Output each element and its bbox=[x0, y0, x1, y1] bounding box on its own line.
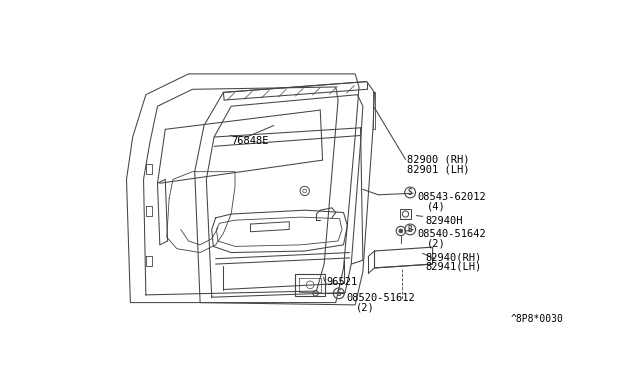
Text: ^8P8*0030: ^8P8*0030 bbox=[511, 314, 564, 324]
Text: 08540-51642: 08540-51642 bbox=[417, 230, 486, 240]
Text: 82941(LH): 82941(LH) bbox=[425, 262, 481, 272]
Text: S: S bbox=[337, 289, 341, 298]
Text: 08520-51612: 08520-51612 bbox=[347, 294, 415, 303]
Text: (2): (2) bbox=[426, 239, 445, 248]
Circle shape bbox=[399, 229, 403, 233]
Text: (2): (2) bbox=[356, 302, 374, 312]
Text: 82940H: 82940H bbox=[425, 217, 462, 226]
Text: 82940(RH): 82940(RH) bbox=[425, 253, 481, 263]
Text: (4): (4) bbox=[426, 202, 445, 212]
Text: B: B bbox=[408, 225, 412, 234]
Bar bbox=[400, 209, 411, 219]
Text: 76848E: 76848E bbox=[231, 135, 269, 145]
Text: 82900 (RH): 82900 (RH) bbox=[407, 155, 470, 165]
Text: 08543-62012: 08543-62012 bbox=[417, 192, 486, 202]
Text: 96521: 96521 bbox=[326, 277, 358, 287]
Text: 82901 (LH): 82901 (LH) bbox=[407, 165, 470, 175]
Text: S: S bbox=[408, 188, 412, 197]
